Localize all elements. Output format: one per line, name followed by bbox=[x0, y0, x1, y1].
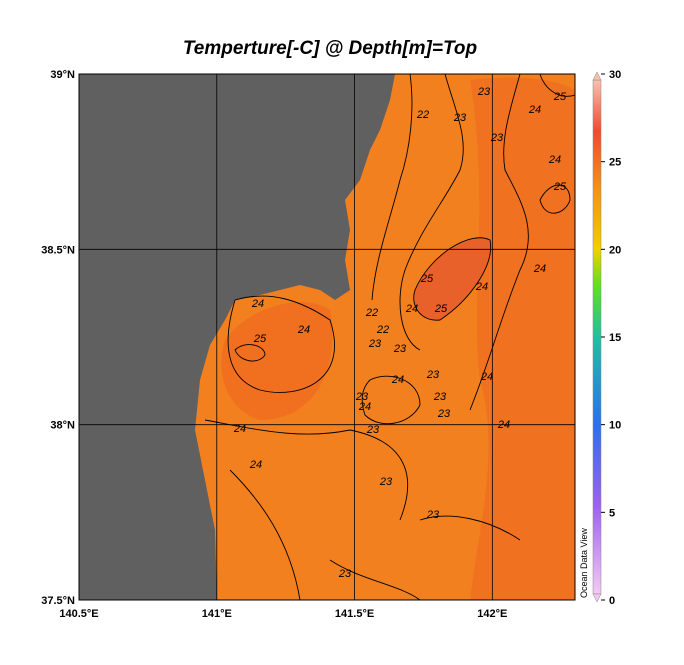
contour-label: 23 bbox=[426, 369, 440, 381]
contour-label: 24 bbox=[251, 298, 264, 310]
contour-label: 24 bbox=[297, 324, 310, 336]
contour-line bbox=[229, 469, 301, 600]
contour-label: 23 bbox=[437, 408, 451, 420]
lat-tick-label: 38°N bbox=[50, 420, 75, 432]
contour-label: 23 bbox=[393, 343, 407, 355]
lon-tick-label: 140.5°E bbox=[59, 608, 98, 620]
contour-label: 24 bbox=[405, 303, 418, 315]
contour-label: 24 bbox=[358, 401, 371, 413]
colorbar-tick-label: 10 bbox=[609, 420, 621, 432]
colorbar-arrow bbox=[592, 71, 602, 81]
contour-line bbox=[371, 74, 413, 301]
contour-label: 23 bbox=[477, 86, 491, 98]
contour-line bbox=[399, 74, 464, 351]
colorbar-arrow bbox=[592, 593, 602, 603]
contour-label: 25 bbox=[434, 303, 448, 315]
contour-label: 25 bbox=[553, 181, 567, 193]
contour-line bbox=[539, 74, 575, 97]
contour-label: 24 bbox=[249, 459, 262, 471]
contour-label: 23 bbox=[426, 509, 440, 521]
contour-label: 25 bbox=[253, 333, 267, 345]
contour-line bbox=[227, 295, 335, 393]
lat-tick-label: 39°N bbox=[50, 69, 75, 81]
contour-label: 24 bbox=[475, 281, 488, 293]
contour-line bbox=[413, 237, 492, 321]
contour-label: 22 bbox=[416, 109, 429, 121]
contour-label: 23 bbox=[355, 391, 369, 403]
contour-label: 25 bbox=[420, 273, 434, 285]
map-title: Temperture[-C] @ Depth[m]=Top bbox=[183, 38, 477, 59]
colorbar-tick-label: 15 bbox=[609, 332, 621, 344]
contour-label: 24 bbox=[548, 154, 561, 166]
contour-label: 22 bbox=[365, 307, 378, 319]
warm-water bbox=[470, 77, 575, 600]
contour-label: 23 bbox=[379, 476, 393, 488]
lon-tick-label: 141°E bbox=[202, 608, 232, 620]
lat-tick-label: 38.5°N bbox=[41, 244, 75, 256]
contour-label: 23 bbox=[368, 338, 382, 350]
land bbox=[79, 74, 395, 600]
contour-line bbox=[329, 559, 421, 600]
contour-line bbox=[204, 419, 409, 521]
lon-tick-label: 141.5°E bbox=[335, 608, 374, 620]
contour-label: 23 bbox=[338, 568, 352, 580]
lat-tick-label: 37.5°N bbox=[41, 595, 75, 607]
warm-coastal bbox=[221, 301, 333, 420]
contour-line bbox=[361, 375, 421, 425]
contour-label: 22 bbox=[376, 324, 389, 336]
colorbar-tick-label: 5 bbox=[609, 507, 615, 519]
lon-tick-label: 142°E bbox=[477, 608, 507, 620]
credit: Ocean Data View bbox=[579, 528, 589, 598]
contour-label: 24 bbox=[391, 374, 404, 386]
contour-label: 23 bbox=[453, 112, 467, 124]
colorbar-tick-label: 0 bbox=[609, 595, 615, 607]
contour-line bbox=[234, 344, 266, 362]
contour-label: 25 bbox=[553, 91, 567, 103]
colorbar-tick-label: 20 bbox=[609, 244, 621, 256]
contour-label: 23 bbox=[366, 424, 380, 436]
colorbar-tick-label: 30 bbox=[609, 69, 621, 81]
contour-label: 24 bbox=[533, 263, 546, 275]
contour-label: 24 bbox=[528, 104, 541, 116]
contour-line bbox=[539, 184, 571, 214]
colorbar bbox=[592, 79, 602, 595]
contour-label: 24 bbox=[480, 371, 493, 383]
contour-label: 23 bbox=[433, 391, 447, 403]
contour-label: 23 bbox=[490, 132, 504, 144]
map-frame bbox=[78, 73, 576, 601]
contour-line bbox=[419, 515, 521, 541]
warm-eddy bbox=[413, 237, 491, 321]
colorbar-tick-label: 25 bbox=[609, 157, 621, 169]
contour-label: 24 bbox=[233, 423, 246, 435]
